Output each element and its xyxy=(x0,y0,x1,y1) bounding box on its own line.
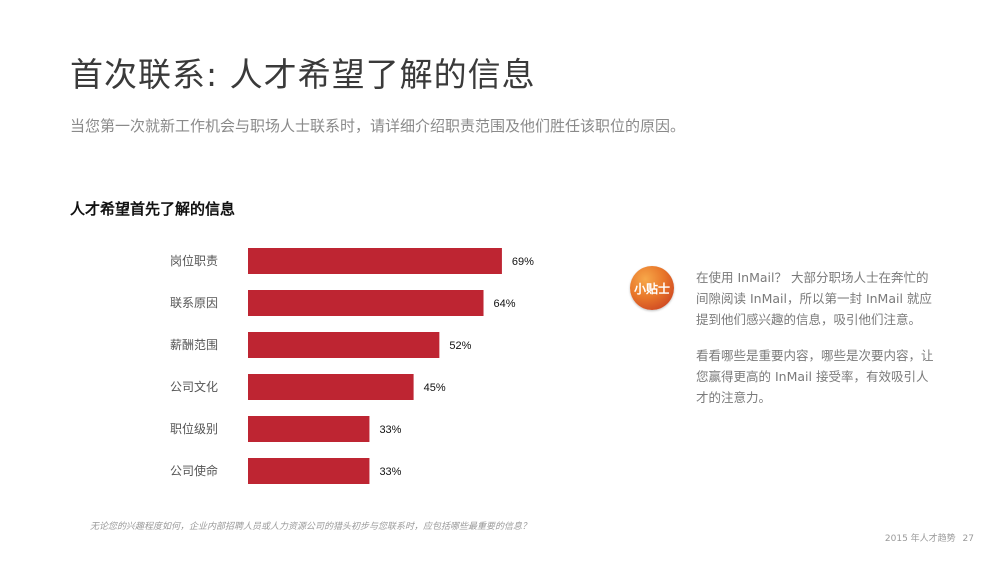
data-label: 45% xyxy=(424,382,446,394)
bar xyxy=(248,248,502,274)
footer-report-name: 2015 年人才趋势 xyxy=(884,534,956,544)
data-label: 33% xyxy=(379,466,401,478)
bar xyxy=(248,290,484,316)
tip-paragraph-2: 看看哪些是重要内容，哪些是次要内容，让您赢得更高的 InMail 接受率，有效吸… xyxy=(696,348,934,405)
bar xyxy=(248,416,370,442)
data-label: 69% xyxy=(512,256,534,268)
tip-paragraph-1: 在使用 InMail？ 大部分职场人士在奔忙的间隙阅读 InMail，所以第一封… xyxy=(696,270,932,327)
category-label: 联系原因 xyxy=(170,296,218,310)
footer-page-number: 27 xyxy=(962,534,974,544)
data-label: 33% xyxy=(379,424,401,436)
bar-chart: 岗位职责 69% 联系原因 64% 薪酬范围 52% 公司文化 45% 职位级别 33% 公司使命 3… xyxy=(170,248,534,484)
category-label: 薪酬范围 xyxy=(170,338,218,352)
page-subtitle: 当您第一次就新工作机会与职场人士联系时，请详细介绍职责范围及他们胜任该职位的原因… xyxy=(70,117,686,135)
tip-badge: 小贴士 xyxy=(630,266,674,310)
bar xyxy=(248,374,414,400)
category-label: 公司文化 xyxy=(170,379,218,394)
page-title: 首次联系: 人才希望了解的信息 xyxy=(70,55,536,94)
data-label: 52% xyxy=(449,340,471,352)
category-label: 职位级别 xyxy=(170,421,218,436)
bar xyxy=(248,458,370,484)
tip-badge-label: 小贴士 xyxy=(633,281,670,296)
data-label: 64% xyxy=(494,298,516,310)
page-footer: 2015 年人才趋势 27 xyxy=(885,531,974,544)
category-label: 岗位职责 xyxy=(170,253,218,268)
bar xyxy=(248,332,440,358)
category-label: 公司使命 xyxy=(170,463,218,478)
footnote: 无论您的兴趣程度如何，企业内部招聘人员或人力资源公司的猎头初步与您联系时，应包括… xyxy=(90,522,532,532)
chart-title: 人才希望首先了解的信息 xyxy=(70,200,236,218)
